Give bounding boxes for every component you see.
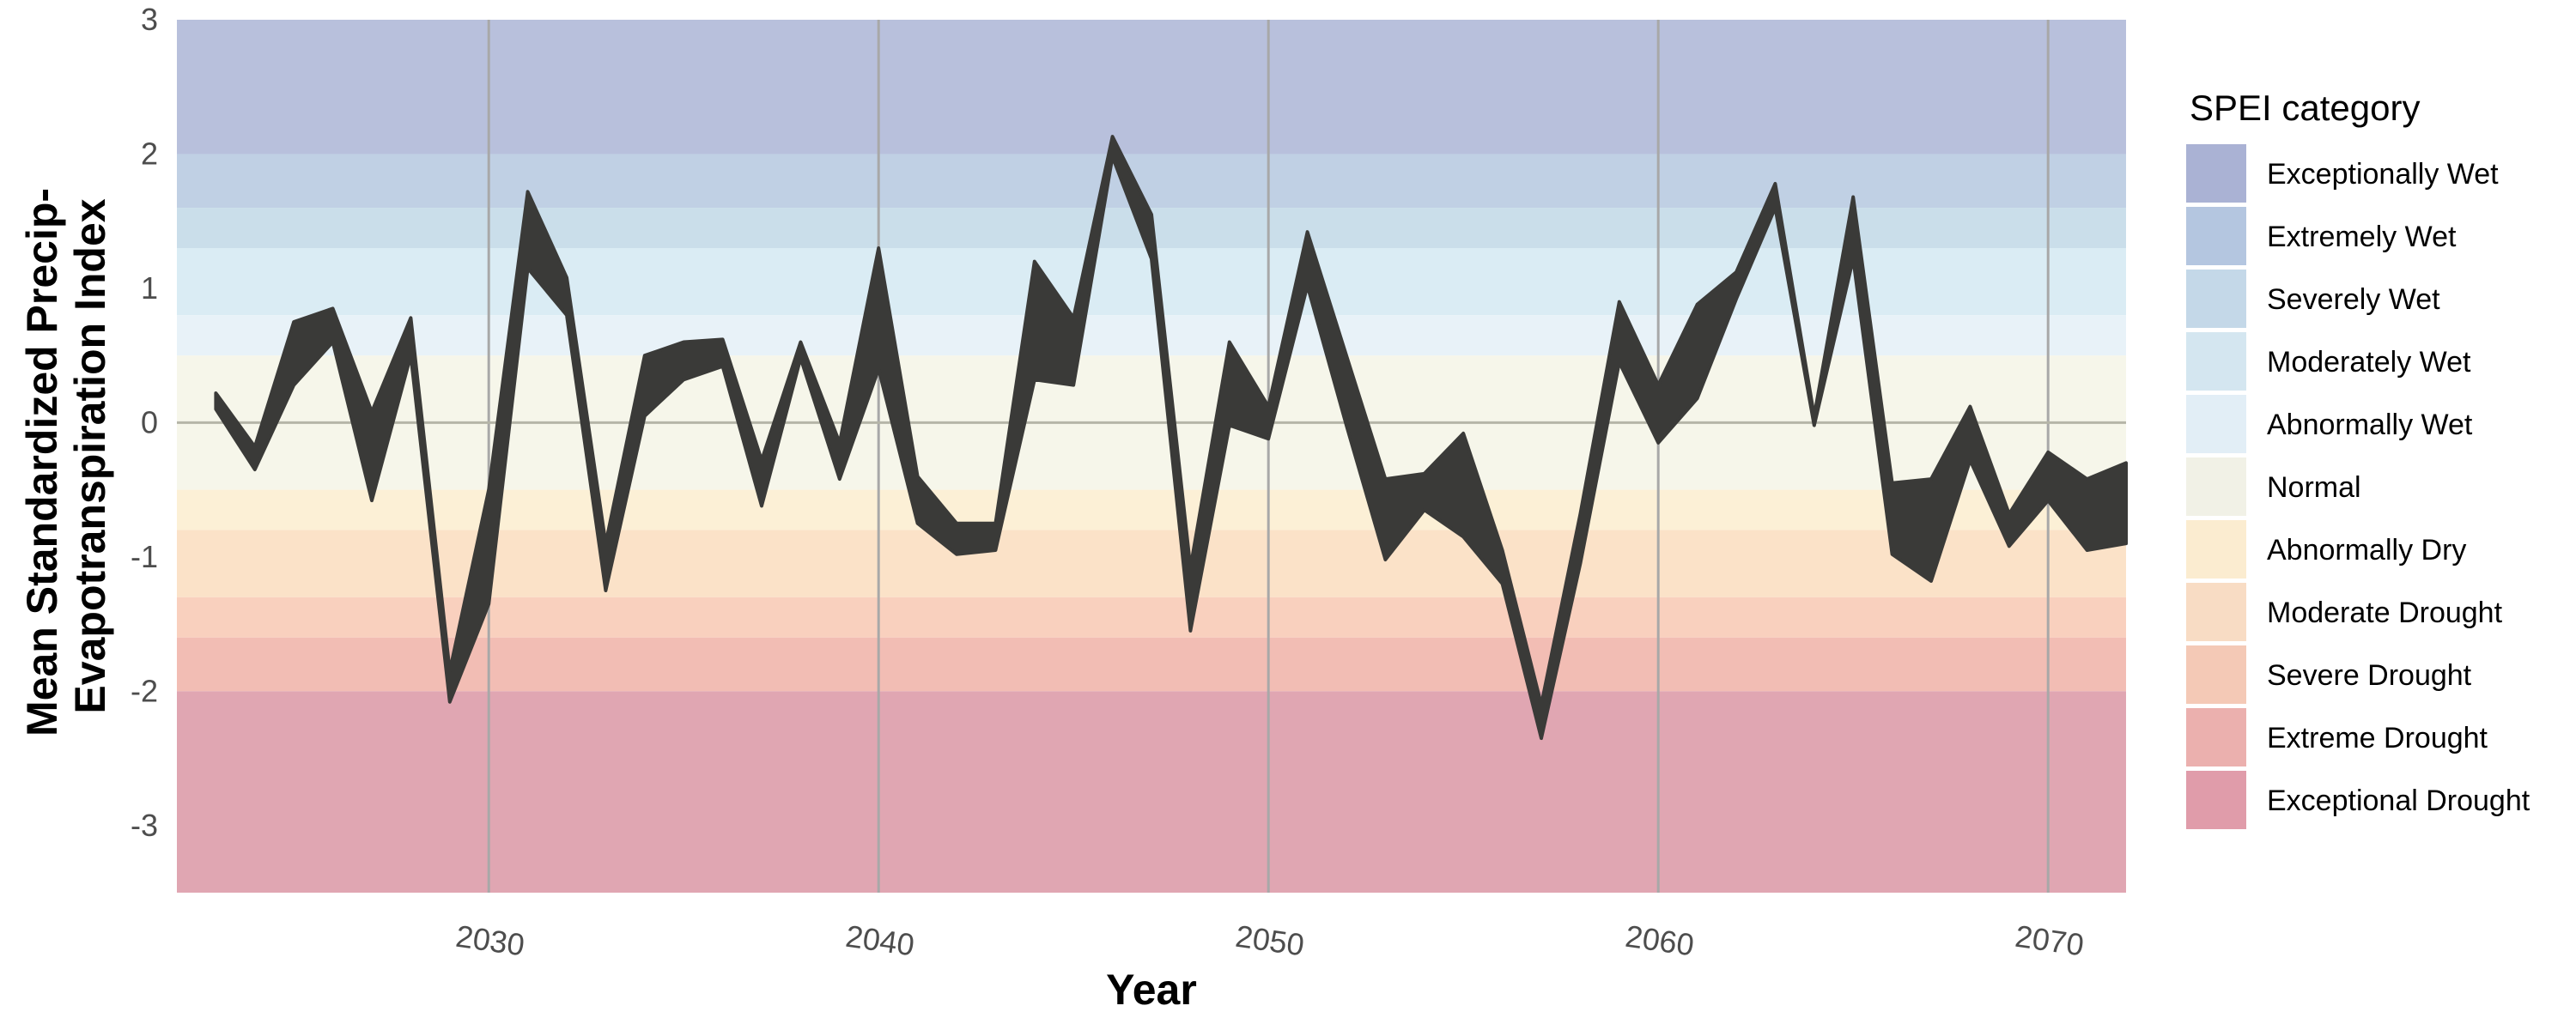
legend-key [2186, 207, 2246, 265]
band-moderate-drought [177, 530, 2126, 597]
legend-key [2186, 270, 2246, 328]
band-exceptional-drought [177, 691, 2126, 893]
legend-label: Extreme Drought [2267, 722, 2488, 754]
spei-ribbon [214, 135, 2128, 741]
y-axis-title: Mean Standardized Precip- Evapotranspira… [18, 176, 114, 736]
band-extreme-drought [177, 637, 2126, 692]
y-tick-label: 3 [141, 2, 158, 37]
legend-key [2186, 645, 2246, 704]
spei-category-bands [177, 20, 2126, 893]
legend-key [2186, 583, 2246, 641]
legend-key [2186, 457, 2246, 516]
legend-label: Extremely Wet [2267, 221, 2457, 253]
legend-items: Exceptionally Wet Extremely Wet Severely W… [2186, 144, 2530, 829]
legend-label: Moderately Wet [2267, 346, 2471, 379]
y-tick-label: 2 [141, 136, 158, 171]
legend-label: Severely Wet [2267, 283, 2440, 316]
band-extremely-wet [177, 154, 2126, 209]
legend-key [2186, 771, 2246, 829]
x-tick-label: 2040 [843, 918, 916, 963]
legend-label: Severe Drought [2267, 659, 2472, 692]
y-tick-label: -1 [131, 539, 158, 574]
legend-key [2186, 144, 2246, 203]
legend-label: Exceptional Drought [2267, 785, 2530, 817]
legend-label: Abnormally Dry [2267, 534, 2466, 566]
x-tick-label: 2050 [1233, 918, 1306, 963]
x-tick-label: 2070 [2013, 918, 2086, 963]
band-abnormally-dry [177, 489, 2126, 530]
x-axis-tick-labels: 2030 2040 2050 2060 2070 [453, 918, 2086, 963]
grid-lines [487, 20, 2050, 893]
legend: SPEI category Exceptionally Wet Extremely… [2186, 88, 2530, 829]
legend-label: Exceptionally Wet [2267, 158, 2499, 191]
legend-label: Moderate Drought [2267, 597, 2503, 629]
y-axis-tick-labels: -3 -2 -1 0 1 2 3 [131, 2, 158, 843]
legend-label: Abnormally Wet [2267, 409, 2473, 441]
y-tick-label: -2 [131, 673, 158, 708]
legend-key [2186, 520, 2246, 579]
y-axis-title-line-1: Mean Standardized Precip- [18, 188, 66, 736]
legend-key [2186, 332, 2246, 391]
y-axis-title-line-2: Evapotranspiration Index [66, 198, 114, 713]
legend-key [2186, 708, 2246, 766]
legend-key [2186, 395, 2246, 453]
band-severe-drought [177, 597, 2126, 638]
x-tick-label: 2030 [453, 918, 526, 963]
legend-label: Normal [2267, 471, 2361, 504]
x-tick-label: 2060 [1623, 918, 1696, 963]
y-tick-label: 0 [141, 404, 158, 439]
y-tick-label: -3 [131, 808, 158, 843]
spei-ribbon-series [214, 135, 2128, 741]
legend-title: SPEI category [2190, 88, 2420, 128]
y-tick-label: 1 [141, 270, 158, 306]
x-axis-title: Year [1106, 966, 1197, 1014]
band-exceptionally-wet [177, 20, 2126, 154]
